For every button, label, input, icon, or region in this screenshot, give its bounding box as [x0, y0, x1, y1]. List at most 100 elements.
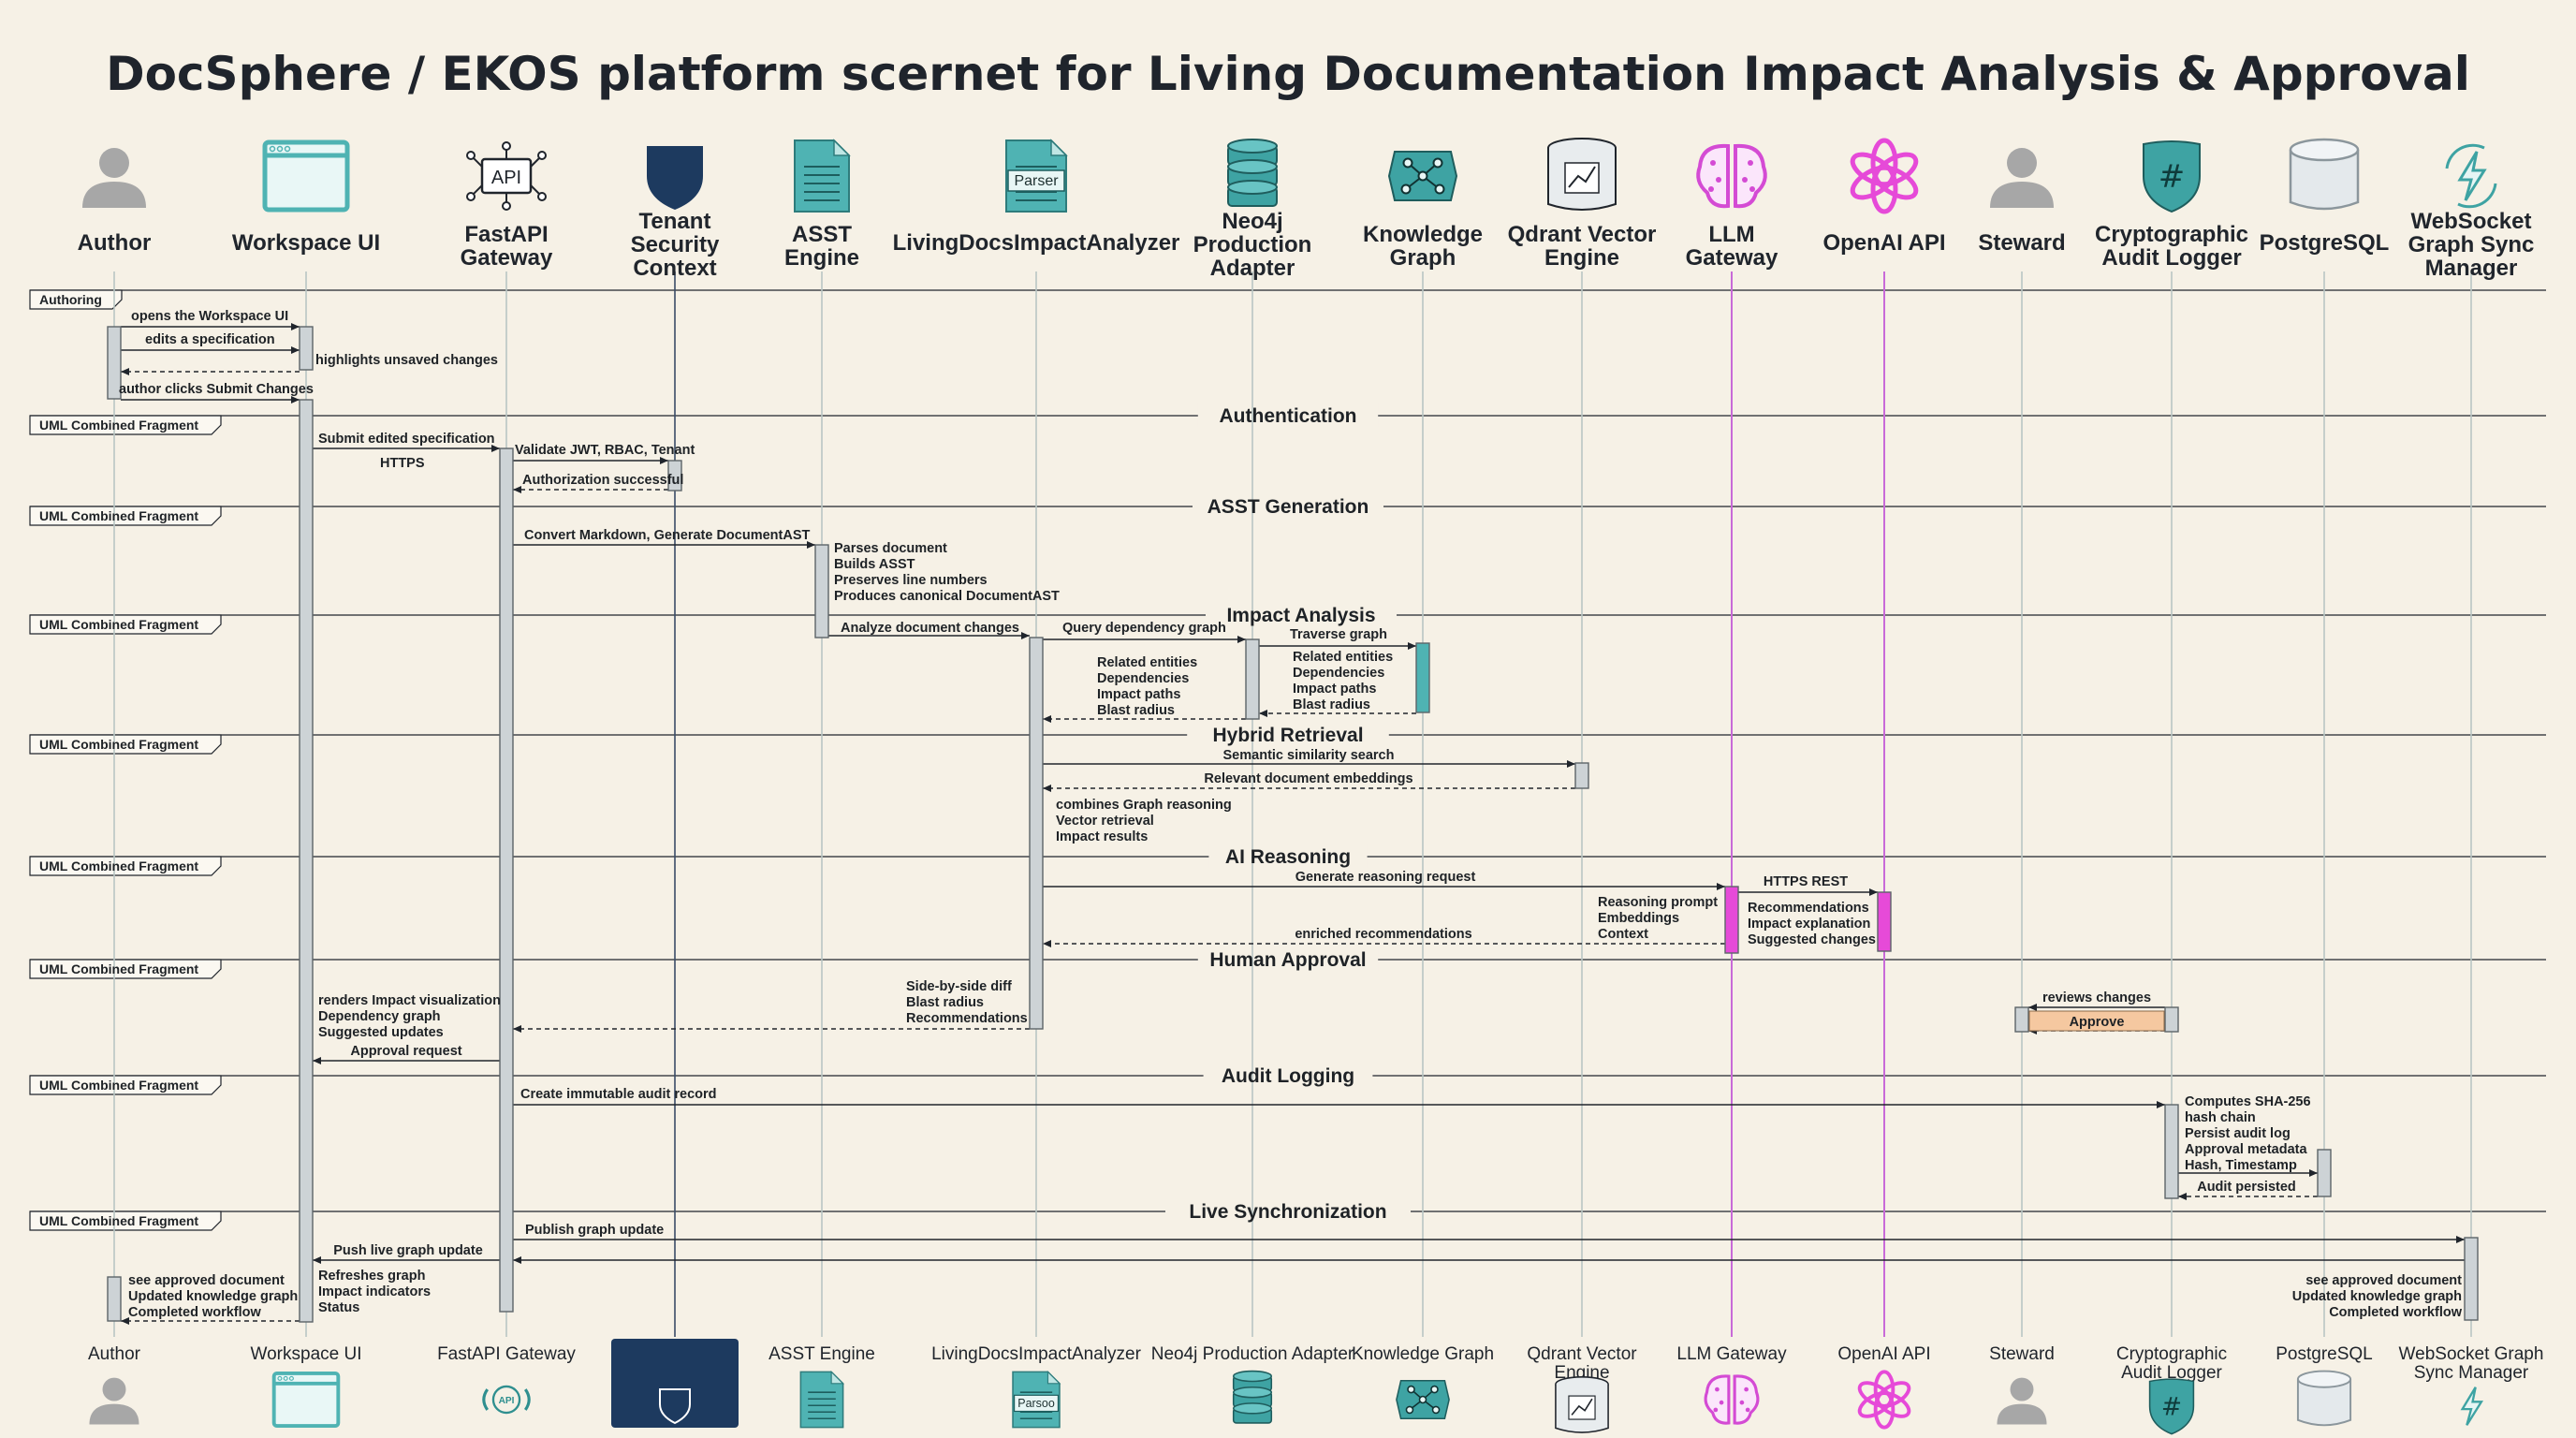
graph-node [1418, 1395, 1427, 1404]
uml-fragment-tab [29, 415, 222, 435]
section-label-bg [1165, 1198, 1411, 1223]
message-label: HTTPS [380, 456, 425, 471]
note-line: Dependency graph [318, 1009, 441, 1024]
api-text: API [491, 168, 521, 188]
section-label-bg [1203, 1063, 1373, 1087]
participant-name-kg: Knowledge [1363, 222, 1483, 247]
participant-name-ldia: LivingDocsImpactAnalyzer [893, 230, 1180, 256]
message-label: Convert Markdown, Generate DocumentAST [524, 528, 810, 543]
note-line: Updated knowledge graph [128, 1289, 298, 1304]
activation-bar [299, 326, 314, 371]
db-top [1227, 139, 1278, 154]
message-label: Publish graph update [525, 1223, 664, 1238]
note-line: renders Impact visualization [318, 993, 501, 1008]
participant-name-crypto: Audit Logger [2101, 245, 2241, 271]
graph-node [1434, 183, 1445, 195]
participant-name-postgres: PostgreSQL [2260, 230, 2390, 256]
window-dot [288, 1375, 294, 1381]
note-line: Embeddings [1598, 911, 1679, 926]
note-line: Completed workflow [128, 1305, 262, 1320]
section-label: Hybrid Retrieval [1212, 725, 1363, 746]
brain-node [1744, 1387, 1749, 1392]
section-label-bg [1208, 844, 1368, 868]
sync-arc [2457, 183, 2497, 209]
brain-right [1734, 143, 1767, 209]
doc-fold [1046, 1370, 1061, 1385]
approve-button [2028, 1010, 2165, 1032]
participant-name-ws: Graph Sync [2408, 232, 2535, 257]
participant-footer-neo4j: Neo4j Production Adapter [1151, 1344, 1354, 1364]
activation-bar [1415, 642, 1430, 713]
api-node [502, 141, 511, 151]
note-line: Blast radius [1097, 703, 1175, 718]
user-head [99, 148, 129, 178]
participant-name-kg: Graph [1390, 245, 1456, 271]
uml-fragment-tab [29, 959, 222, 979]
hash-shield-icon: # [2148, 1378, 2195, 1435]
doc-fold [833, 139, 851, 156]
participant-footer-kg: Knowledge Graph [1352, 1344, 1494, 1364]
message-label: Semantic similarity search [1223, 748, 1395, 763]
brain-node [1742, 177, 1748, 183]
doc-fold [830, 1370, 845, 1385]
note-line: Related entities [1097, 655, 1197, 670]
user-head [2010, 1377, 2034, 1401]
shield-shape [647, 146, 703, 210]
section-label: AI Reasoning [1225, 846, 1351, 868]
document-icon [799, 1370, 845, 1429]
uml-fragment-tab-label: UML Combined Fragment [39, 617, 198, 632]
participant-name-qdrant: Qdrant Vector [1508, 222, 1657, 247]
section-label: Authentication [1220, 405, 1357, 427]
brain-node [1713, 1407, 1719, 1413]
api-node [466, 151, 476, 160]
parser-badge [1007, 169, 1065, 192]
note-line: Reasoning prompt [1598, 895, 1718, 910]
shield-icon [647, 146, 703, 210]
brain-node [1719, 1400, 1724, 1405]
participant-footer-qdrant: Qdrant Vector [1527, 1344, 1637, 1364]
note-line: Recommendations [1748, 901, 1869, 916]
db-top [1232, 1370, 1273, 1383]
cylinder-icon [2296, 1370, 2352, 1427]
database-icon [1232, 1370, 1273, 1424]
participant-name-openai: OpenAI API [1822, 230, 1945, 256]
note-line: Blast radius [1293, 697, 1370, 712]
participant-footer-ws: WebSocket Graph [2399, 1344, 2544, 1364]
graph-node [1432, 157, 1443, 169]
message-label: opens the Workspace UI [131, 309, 288, 324]
brain-right [1733, 1374, 1760, 1425]
graph-node [1405, 1405, 1414, 1415]
browser-window-icon [271, 1371, 341, 1429]
note-line: Dependencies [1293, 666, 1384, 681]
participant-footer-postgres: PostgreSQL [2276, 1344, 2373, 1364]
participant-footer-ldia: LivingDocsImpactAnalyzer [931, 1344, 1142, 1364]
browser-window-icon [262, 139, 350, 213]
brain-node [1749, 186, 1755, 192]
brain-node [1708, 186, 1714, 192]
cyl-top [2296, 1370, 2352, 1388]
hash-glyph: # [2159, 158, 2186, 196]
user-body [1997, 1403, 2047, 1425]
hash-shield-icon: # [2143, 140, 2201, 213]
user-icon [82, 148, 146, 208]
uml-fragment-tab-label: UML Combined Fragment [39, 737, 198, 752]
user-body [82, 182, 146, 208]
uml-fragment-tab [29, 1075, 222, 1095]
activation-bar [2464, 1237, 2479, 1321]
note-line: Approval metadata [2185, 1142, 2307, 1157]
message-label: reviews changes [2042, 990, 2151, 1005]
db-top [1232, 1402, 1273, 1415]
participant-name-fastapi: Gateway [461, 245, 553, 271]
activation-bar [2317, 1149, 2332, 1197]
hash-glyph: # [2161, 1392, 2182, 1421]
note-line: Computes SHA-256 [2185, 1094, 2311, 1109]
activation-bar [107, 326, 122, 400]
lightning-bolt [2457, 151, 2487, 201]
note-line: Context [1598, 927, 1648, 942]
shield-icon [659, 1388, 691, 1425]
participant-name-steward: Steward [1978, 230, 2065, 256]
brain-icon [1696, 143, 1767, 209]
participant-name-llm: LLM [1708, 222, 1754, 247]
brain-node [1710, 160, 1716, 166]
window-dot [283, 1375, 288, 1381]
